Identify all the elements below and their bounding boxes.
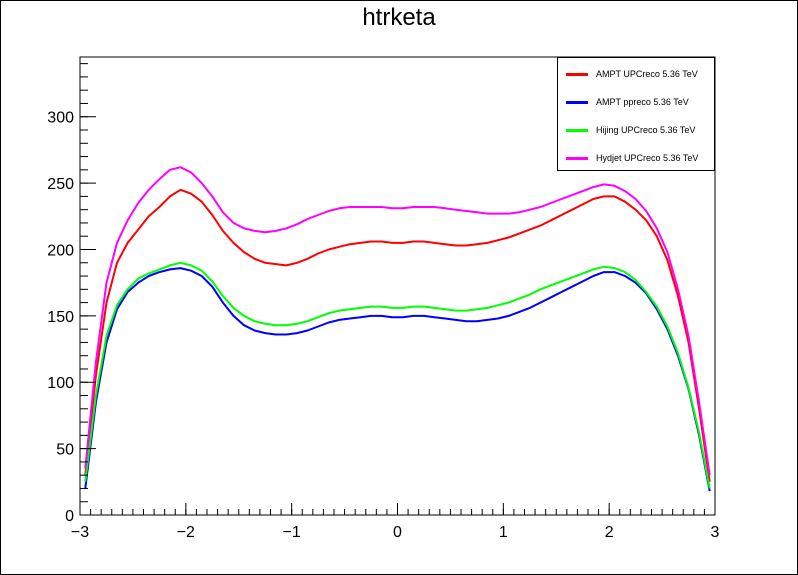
legend-entry: AMPT UPCreco 5.36 TeV (558, 67, 714, 81)
series-line-1 (84, 188, 711, 482)
series-line-2 (84, 267, 711, 492)
legend-entry: AMPT ppreco 5.36 TeV (558, 95, 714, 109)
legend-label: AMPT ppreco 5.36 TeV (596, 97, 689, 107)
y-tick-label: 150 (47, 309, 74, 326)
plot-frame (79, 56, 716, 516)
series-layer (84, 166, 711, 492)
x-tick-label: 1 (499, 524, 508, 541)
legend-label: Hijing UPCreco 5.36 TeV (596, 125, 696, 135)
legend-swatch (566, 72, 588, 76)
y-tick-label: 100 (47, 375, 74, 392)
x-tick-label: −3 (71, 524, 89, 541)
series-line-4 (84, 166, 711, 476)
y-tick-label: 250 (47, 176, 74, 193)
y-tick-label: 300 (47, 110, 74, 127)
x-tick-label: 2 (605, 524, 614, 541)
y-tick-label: 50 (56, 442, 74, 459)
chart-title: htrketa (362, 4, 436, 31)
y-tick-label: 0 (65, 508, 74, 525)
axis-layer: −3 −2 −1 0 1 2 3 0 50 100 150 200 250 300 (47, 63, 720, 541)
legend-entry: Hijing UPCreco 5.36 TeV (558, 123, 714, 137)
x-tick-label: 3 (711, 524, 720, 541)
legend: AMPT UPCreco 5.36 TeV AMPT ppreco 5.36 Te… (557, 57, 715, 171)
legend-swatch (566, 156, 588, 160)
x-tick-label: −1 (283, 524, 301, 541)
series-line-3 (84, 261, 711, 489)
legend-swatch (566, 100, 588, 104)
legend-label: Hydjet UPCreco 5.36 TeV (596, 153, 699, 163)
legend-label: AMPT UPCreco 5.36 TeV (596, 69, 698, 79)
y-tick-label: 200 (47, 242, 74, 259)
x-tick-label: −2 (177, 524, 195, 541)
legend-entry: Hydjet UPCreco 5.36 TeV (558, 151, 714, 165)
legend-swatch (566, 128, 588, 132)
x-tick-label: 0 (393, 524, 402, 541)
